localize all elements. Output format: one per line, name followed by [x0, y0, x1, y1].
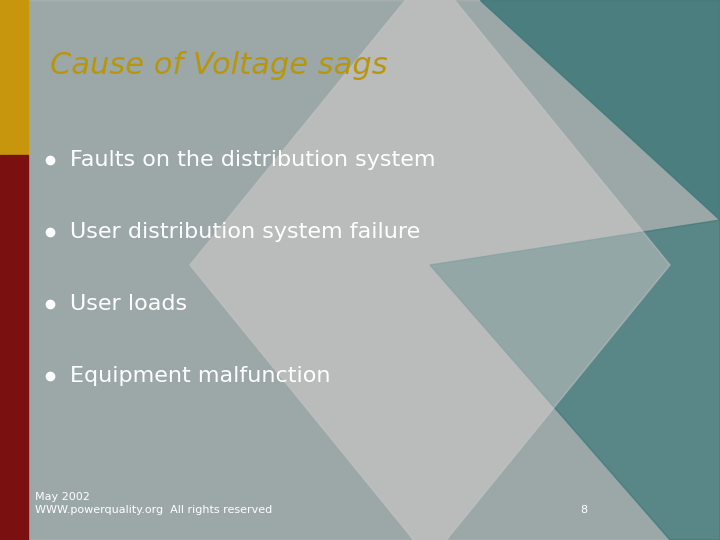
- Bar: [0, 0, 28, 155]
- Text: Equipment malfunction: Equipment malfunction: [70, 366, 330, 386]
- Text: Faults on the distribution system: Faults on the distribution system: [70, 150, 436, 170]
- Polygon shape: [190, 0, 670, 540]
- Bar: [0, 155, 28, 540]
- Polygon shape: [480, 0, 720, 220]
- Text: WWW.powerquality.org  All rights reserved: WWW.powerquality.org All rights reserved: [35, 505, 272, 515]
- Polygon shape: [430, 220, 720, 540]
- Text: Cause of Voltage sags: Cause of Voltage sags: [50, 51, 387, 79]
- Polygon shape: [190, 0, 670, 540]
- Text: User distribution system failure: User distribution system failure: [70, 222, 420, 242]
- Text: User loads: User loads: [70, 294, 187, 314]
- Text: 8: 8: [580, 505, 587, 515]
- Text: May 2002: May 2002: [35, 492, 90, 502]
